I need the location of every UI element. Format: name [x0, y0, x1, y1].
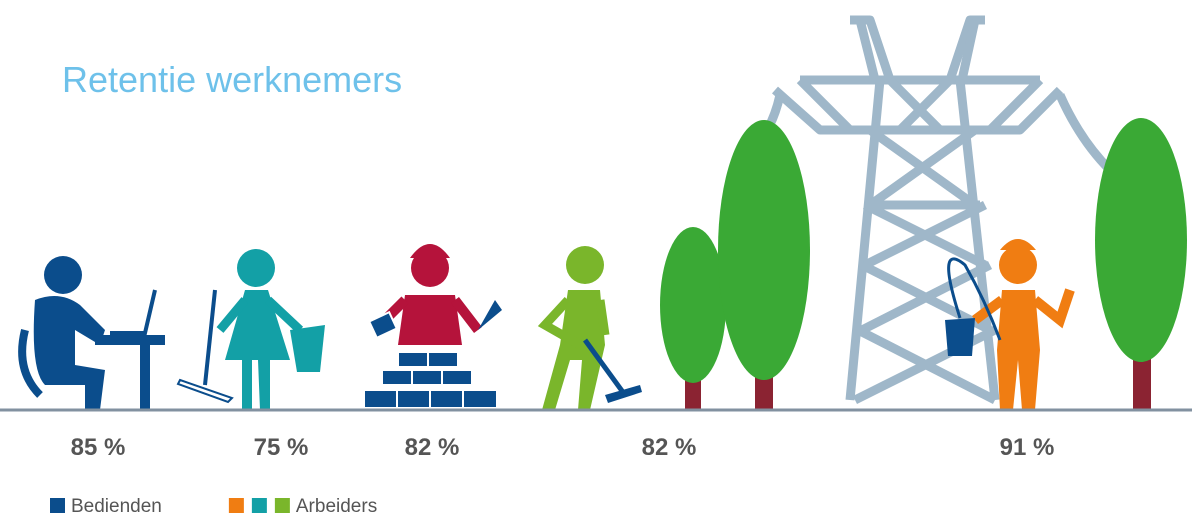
- figure-office: [18, 256, 165, 410]
- legend-swatch: [50, 498, 65, 513]
- legend-label: Bedienden: [71, 496, 162, 517]
- figure-cleaner: [176, 249, 325, 410]
- bricks: [363, 310, 498, 409]
- percentage-label: 75 %: [254, 434, 309, 461]
- percentage-label: 82 %: [405, 434, 460, 461]
- legend-swatch: [251, 498, 267, 513]
- trees: [660, 118, 1187, 410]
- figure-mason: [376, 244, 502, 345]
- legend-swatch: [274, 498, 290, 513]
- title: Retentie werknemers: [62, 59, 402, 100]
- percentage-label: 82 %: [642, 434, 697, 461]
- figure-gardener: [537, 246, 642, 410]
- percentage-label: 85 %: [71, 434, 126, 461]
- figure-lineman: [945, 239, 1075, 410]
- legend-swatch: [228, 498, 244, 513]
- legend-label: Arbeiders: [296, 496, 377, 517]
- pylon: [737, 15, 1114, 405]
- percentage-label: 91 %: [1000, 434, 1055, 461]
